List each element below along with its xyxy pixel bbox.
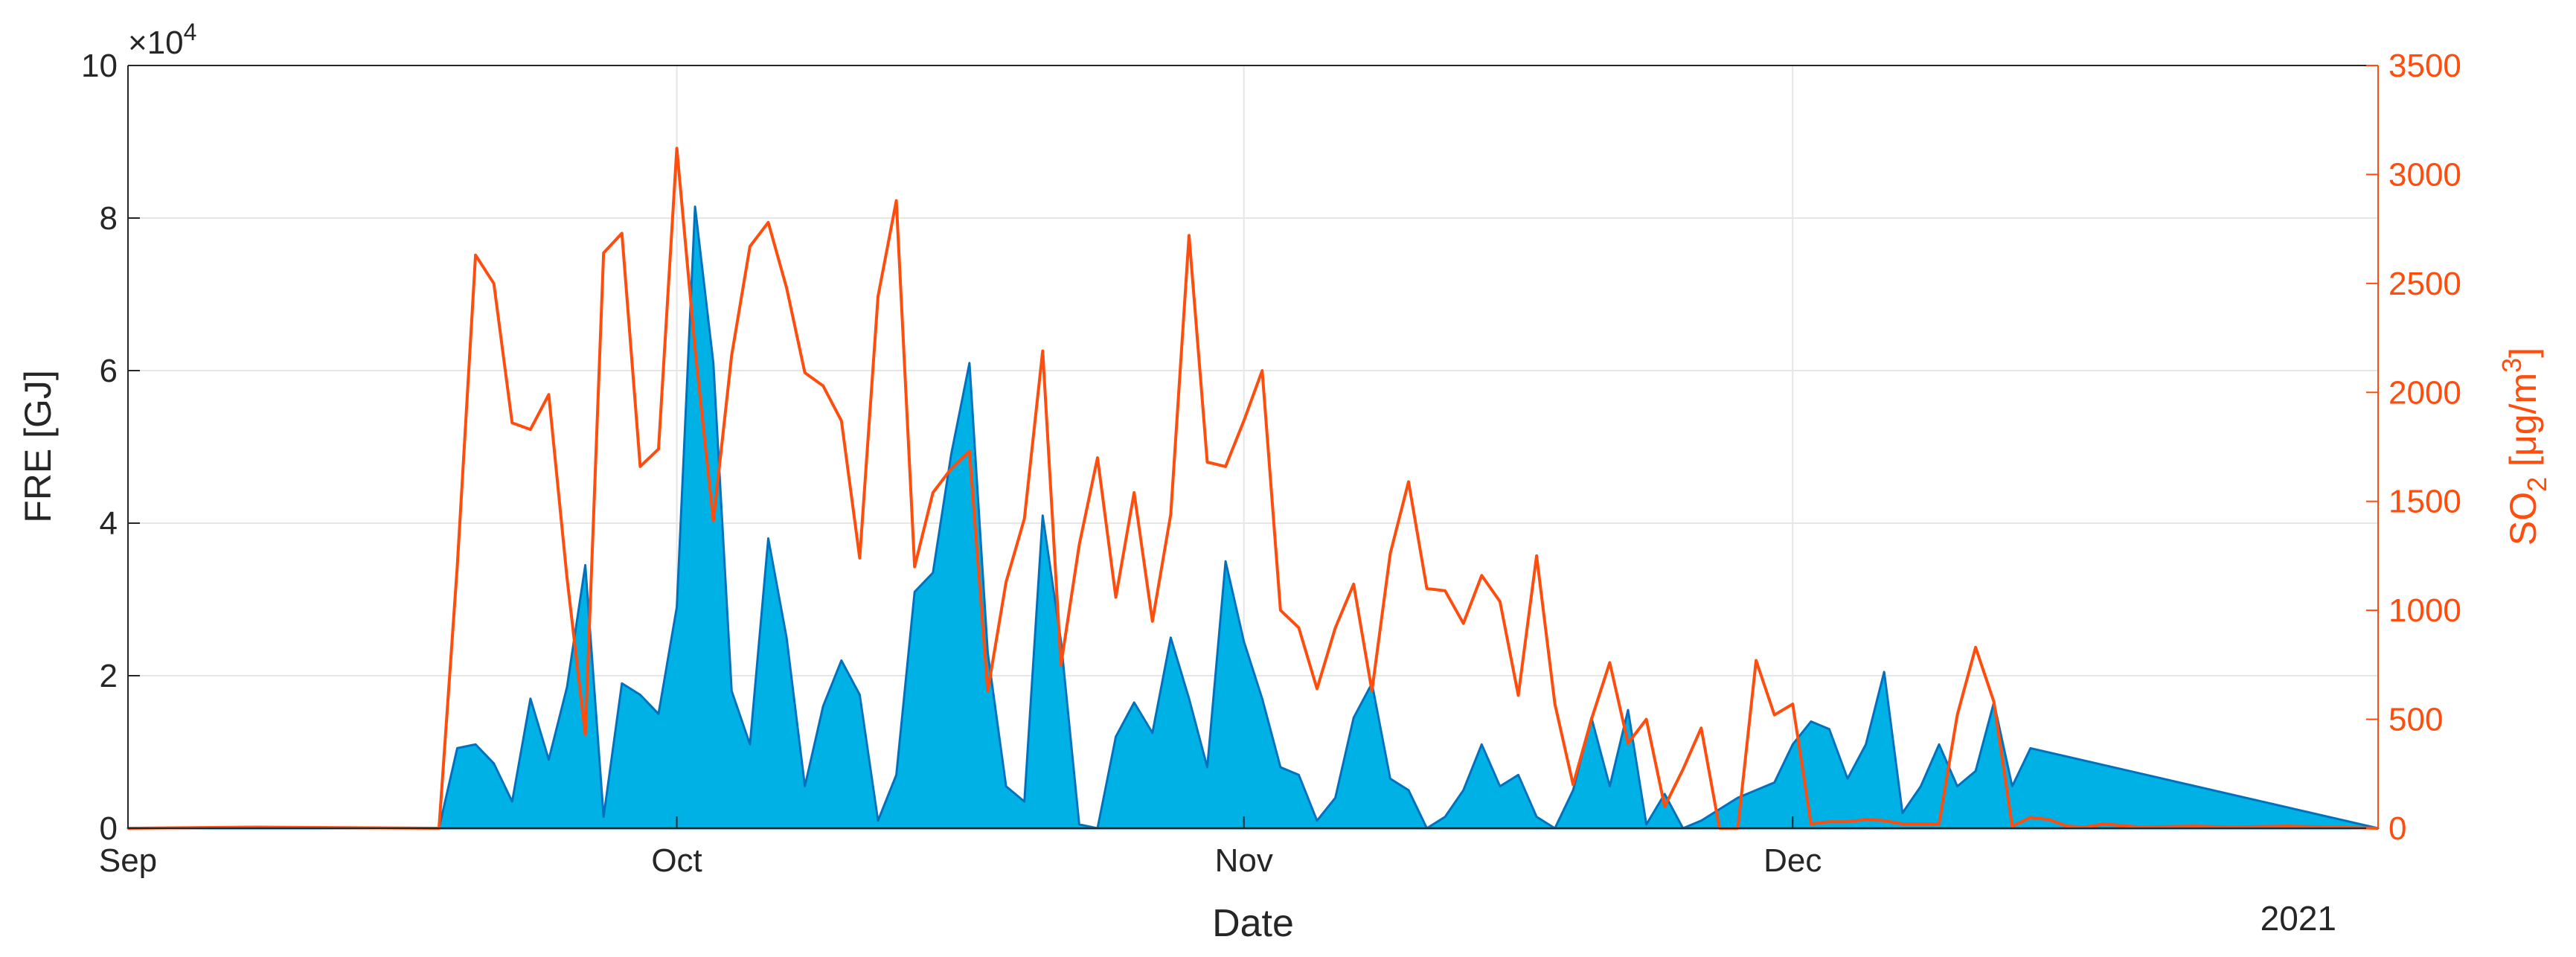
left-tick-label-0: 0 [100, 810, 118, 847]
so2-line-series [127, 147, 2379, 830]
x-axis-ticks: Sep Oct Nov Dec [99, 816, 1822, 879]
x-tick-label-3: Dec [1763, 842, 1822, 879]
left-tick-label-4: 8 [100, 200, 118, 237]
fre-area-series [126, 205, 2380, 830]
x-axis-label: Date [1212, 902, 1294, 945]
right-tick-label-4: 2000 [2388, 374, 2461, 411]
year-label: 2021 [2261, 899, 2336, 938]
x-tick-label-1: Oct [651, 842, 702, 879]
so2-line [127, 147, 2379, 830]
left-tick-label-2: 4 [100, 505, 118, 542]
right-axis-ticks: 0 500 1000 1500 2000 2500 3000 3500 [2366, 48, 2461, 847]
right-axis-label: SO2 [μg/m3] [2496, 348, 2552, 545]
left-tick-label-5: 10 [81, 48, 118, 84]
axes [127, 65, 2379, 829]
right-tick-label-3: 1500 [2388, 484, 2461, 520]
right-tick-label-7: 3500 [2388, 48, 2461, 84]
right-tick-label-6: 3000 [2388, 156, 2461, 193]
right-tick-label-5: 2500 [2388, 266, 2461, 302]
left-axis-ticks: 0 2 4 6 8 10 [81, 48, 140, 847]
left-axis-label: FRE [GJ] [17, 370, 59, 523]
right-tick-label-1: 500 [2388, 702, 2443, 738]
right-tick-label-2: 1000 [2388, 592, 2461, 629]
left-exponent-label: ×104 [128, 19, 196, 61]
right-tick-label-0: 0 [2388, 810, 2406, 847]
left-tick-label-1: 2 [100, 658, 118, 694]
fre-area [126, 205, 2380, 830]
left-tick-label-3: 6 [100, 353, 118, 389]
x-tick-label-0: Sep [99, 842, 157, 879]
x-tick-label-2: Nov [1215, 842, 1273, 879]
